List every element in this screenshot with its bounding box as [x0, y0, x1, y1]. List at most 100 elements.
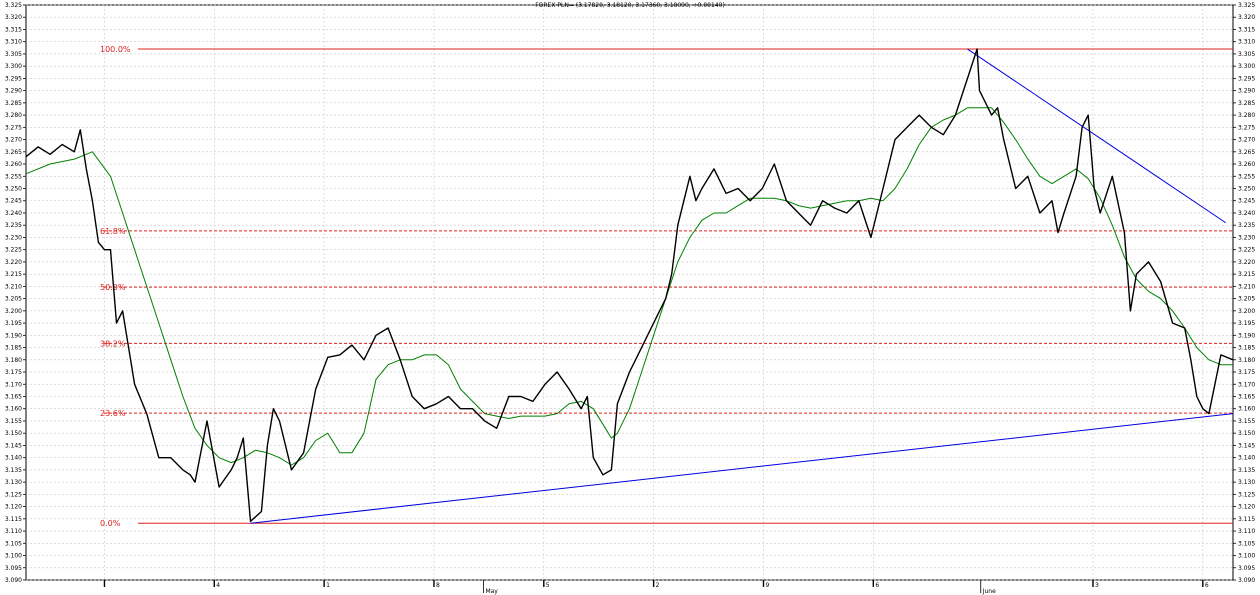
y-tick-label-right: 3.200	[1238, 308, 1255, 315]
y-tick-label-right: 3.225	[1238, 247, 1255, 254]
y-tick-label-left: 3.310	[5, 39, 22, 46]
y-tick-label-left: 3.140	[5, 455, 22, 462]
y-tick-label-left: 3.130	[5, 479, 22, 486]
y-tick-label-left: 3.185	[5, 345, 22, 352]
y-tick-label-left: 3.120	[5, 504, 22, 511]
y-tick-label-left: 3.105	[5, 540, 22, 547]
x-tick-label: 4	[216, 582, 220, 589]
y-tick-label-left: 3.265	[5, 149, 22, 156]
y-tick-label-right: 3.270	[1238, 137, 1255, 144]
y-tick-label-left: 3.200	[5, 308, 22, 315]
y-tick-label-left: 3.195	[5, 320, 22, 327]
y-tick-label-right: 3.215	[1238, 271, 1255, 278]
x-tick-label: 3	[1095, 582, 1099, 589]
y-tick-label-left: 3.320	[5, 14, 22, 21]
price-series-line	[25, 48, 1234, 522]
y-tick-label-left: 3.325	[5, 2, 22, 9]
y-tick-label-left: 3.155	[5, 418, 22, 425]
y-tick-label-left: 3.180	[5, 357, 22, 364]
series-layer	[25, 48, 1234, 522]
y-tick-label-right: 3.115	[1238, 516, 1255, 523]
y-tick-label-right: 3.155	[1238, 418, 1255, 425]
y-tick-label-right: 3.205	[1238, 296, 1255, 303]
y-tick-label-left: 3.250	[5, 186, 22, 193]
y-tick-label-left: 3.090	[5, 577, 22, 584]
y-tick-label-right: 3.320	[1238, 14, 1255, 21]
x-tick-label: 8	[436, 582, 440, 589]
y-tick-label-right: 3.185	[1238, 345, 1255, 352]
grid-layer	[26, 4, 1233, 581]
y-tick-label-right: 3.250	[1238, 186, 1255, 193]
y-tick-label-left: 3.280	[5, 112, 22, 119]
trendline	[250, 413, 1234, 524]
y-tick-label-right: 3.110	[1238, 528, 1255, 535]
y-tick-label-left: 3.205	[5, 296, 22, 303]
y-tick-label-left: 3.315	[5, 26, 22, 33]
y-tick-label-left: 3.300	[5, 63, 22, 70]
fibonacci-levels: 100.0%61.8%50.0%38.2%23.6%0.0%	[100, 45, 1233, 528]
y-tick-label-right: 3.165	[1238, 393, 1255, 400]
y-tick-label-left: 3.135	[5, 467, 22, 474]
y-tick-label-right: 3.130	[1238, 479, 1255, 486]
y-tick-label-left: 3.295	[5, 75, 22, 82]
x-tick-label: 6	[1205, 582, 1209, 589]
y-tick-label-right: 3.240	[1238, 210, 1255, 217]
y-tick-label-right: 3.235	[1238, 222, 1255, 229]
y-tick-label-right: 3.170	[1238, 381, 1255, 388]
y-tick-label-right: 3.095	[1238, 565, 1255, 572]
y-tick-label-right: 3.220	[1238, 259, 1255, 266]
y-tick-label-left: 3.260	[5, 161, 22, 168]
y-tick-label-right: 3.160	[1238, 406, 1255, 413]
y-tick-label-left: 3.270	[5, 137, 22, 144]
y-tick-label-right: 3.140	[1238, 455, 1255, 462]
y-tick-label-left: 3.240	[5, 210, 22, 217]
chart-title: FOREX PLN= (3.17820, 3.18120, 3.17360, 3…	[535, 2, 725, 9]
y-tick-label-left: 3.255	[5, 173, 22, 180]
y-tick-label-right: 3.175	[1238, 369, 1255, 376]
y-tick-label-right: 3.145	[1238, 442, 1255, 449]
y-tick-label-left: 3.245	[5, 198, 22, 205]
fib-level-label: 0.0%	[100, 519, 121, 528]
y-tick-label-right: 3.105	[1238, 540, 1255, 547]
y-tick-label-left: 3.230	[5, 234, 22, 241]
y-tick-label-right: 3.305	[1238, 51, 1255, 58]
y-tick-label-right: 3.190	[1238, 332, 1255, 339]
y-tick-label-right: 3.180	[1238, 357, 1255, 364]
y-tick-label-left: 3.100	[5, 553, 22, 560]
trendlines	[250, 48, 1234, 524]
y-tick-label-left: 3.145	[5, 442, 22, 449]
plot-area	[25, 4, 1234, 581]
y-tick-label-left: 3.150	[5, 430, 22, 437]
x-tick-label: 2	[656, 582, 660, 589]
y-tick-label-right: 3.295	[1238, 75, 1255, 82]
y-tick-label-right: 3.290	[1238, 88, 1255, 95]
y-tick-label-right: 3.260	[1238, 161, 1255, 168]
y-tick-label-left: 3.125	[5, 491, 22, 498]
y-tick-label-left: 3.170	[5, 381, 22, 388]
x-tick-label: 1	[326, 582, 330, 589]
y-tick-label-left: 3.175	[5, 369, 22, 376]
plot-frame	[25, 4, 1234, 581]
fib-level-label: 61.8%	[100, 227, 126, 236]
y-tick-label-right: 3.280	[1238, 112, 1255, 119]
fib-level-label: 23.6%	[100, 409, 126, 418]
x-tick-label: 9	[765, 582, 769, 589]
y-tick-label-left: 3.110	[5, 528, 22, 535]
y-tick-label-left: 3.095	[5, 565, 22, 572]
y-axes: 3.090 3.090 3.095 3.095 3.100 3.100 3.105 3.105…	[5, 2, 1256, 584]
month-label: May	[485, 588, 498, 595]
y-tick-label-left: 3.165	[5, 393, 22, 400]
y-tick-label-left: 3.220	[5, 259, 22, 266]
fib-level-label: 38.2%	[100, 339, 126, 348]
y-tick-label-left: 3.305	[5, 51, 22, 58]
y-tick-label-right: 3.100	[1238, 553, 1255, 560]
y-tick-label-left: 3.275	[5, 124, 22, 131]
y-tick-label-right: 3.255	[1238, 173, 1255, 180]
y-tick-label-left: 3.225	[5, 247, 22, 254]
y-tick-label-left: 3.235	[5, 222, 22, 229]
y-tick-label-right: 3.300	[1238, 63, 1255, 70]
y-tick-label-right: 3.285	[1238, 100, 1255, 107]
y-tick-label-right: 3.315	[1238, 26, 1255, 33]
y-tick-label-right: 3.090	[1238, 577, 1255, 584]
y-tick-label-left: 3.115	[5, 516, 22, 523]
